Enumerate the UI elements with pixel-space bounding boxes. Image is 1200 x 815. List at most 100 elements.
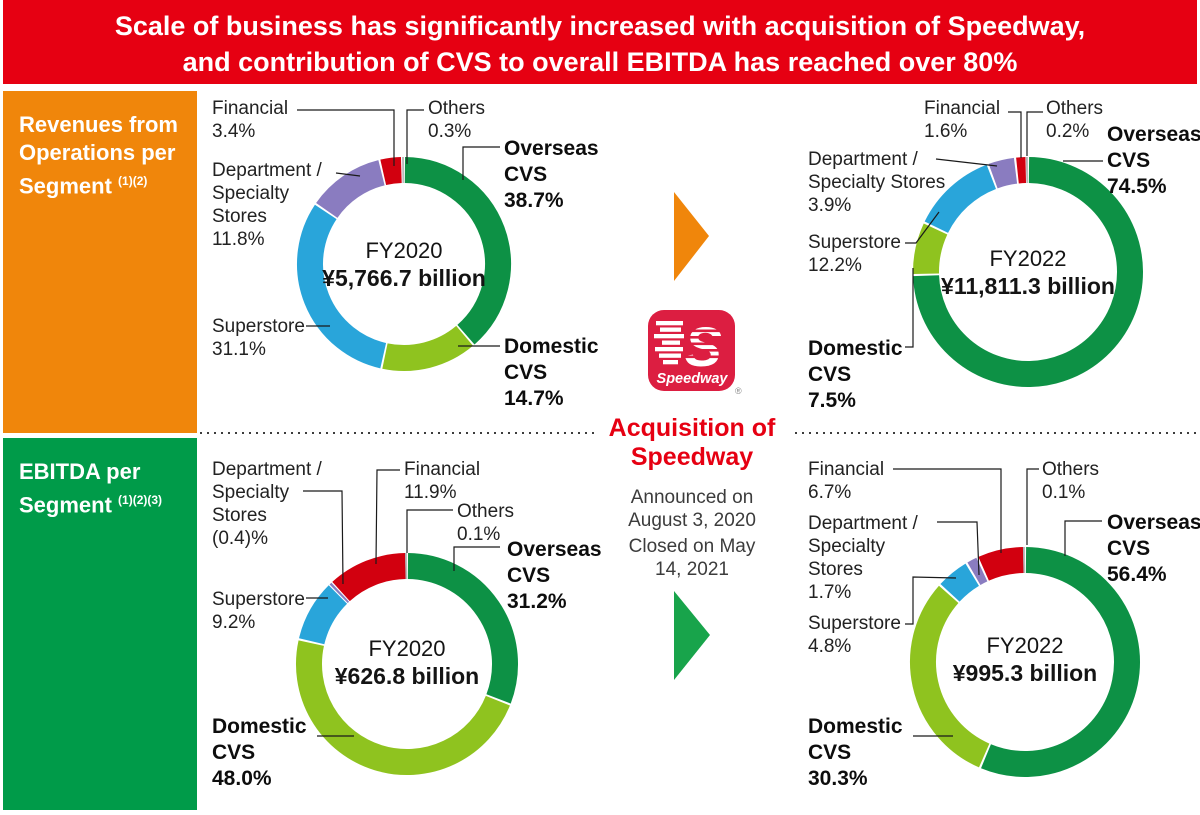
segment-label-overseas-cvs: Overseas CVS 31.2%: [507, 537, 602, 615]
leader-line-department-specialty-stores: [935, 158, 998, 167]
segment-label-line: (0.4)%: [212, 528, 268, 549]
leader-line-department-specialty-stores: [335, 172, 361, 177]
donut-segment-domestic-cvs: [296, 640, 510, 775]
segment-label-line: 0.3%: [428, 121, 472, 142]
segment-label-line: 56.4%: [1107, 563, 1167, 586]
segment-label-others: Others 0.1%: [457, 500, 514, 546]
donut-segment-domestic-cvs: [382, 325, 473, 371]
segment-label-line: Domestic: [504, 335, 599, 358]
segment-label-domestic-cvs: Domestic CVS 48.0%: [212, 714, 307, 792]
donut-segment-financial: [1016, 157, 1027, 184]
closed-line2: 14, 2021: [655, 559, 729, 580]
segment-label-line: Department /: [808, 149, 918, 170]
revenues-footnote-refs: (1)(2): [118, 174, 148, 188]
donut-chart-revenues-fy2020: [297, 109, 511, 371]
segment-label-overseas-cvs: Overseas CVS 74.5%: [1107, 122, 1200, 200]
leader-line-others: [406, 109, 424, 164]
segment-label-line: Financial: [924, 98, 1001, 119]
segment-label-line: 4.8%: [808, 636, 852, 657]
segment-label-line: 14.7%: [504, 387, 564, 410]
segment-label-line: 7.5%: [808, 389, 856, 412]
segment-label-line: Domestic: [212, 715, 307, 738]
donut-segment-overseas-cvs: [981, 547, 1140, 777]
segment-label-line: CVS: [504, 361, 548, 384]
speedway-logo: S Speedway: [648, 310, 735, 391]
leader-line-financial: [1008, 111, 1022, 158]
acquisition-title-line1: Acquisition of: [608, 414, 776, 442]
segment-label-line: CVS: [507, 564, 551, 587]
center-label-ebitda-fy2022: FY2022 ¥995.3 billion: [885, 633, 1165, 687]
speedway-speed-lines-icon: [654, 321, 684, 365]
donut-segment-overseas-cvs: [404, 157, 511, 345]
segment-label-line: 9.2%: [212, 612, 256, 633]
segment-label-line: Superstore: [808, 232, 901, 253]
leader-line-overseas-cvs: [1064, 520, 1102, 556]
donut-segment-department-specialty-stores: [988, 157, 1018, 189]
fy-label: FY2020: [365, 238, 443, 263]
segment-label-line: Department /: [212, 459, 322, 480]
segment-label-line: 38.7%: [504, 189, 564, 212]
donut-segment-domestic-cvs: [913, 223, 948, 274]
segment-label-financial: Financial 11.9%: [404, 458, 480, 504]
leader-line-department-specialty-stores: [303, 490, 344, 585]
speedway-logo-wordmark: Speedway: [657, 371, 729, 387]
segment-label-line: Stores: [808, 559, 863, 580]
segment-label-line: 11.9%: [404, 482, 457, 503]
donut-segment-superstore: [297, 204, 387, 369]
total-value: ¥11,811.3 billion: [941, 273, 1115, 299]
segment-label-line: Stores: [212, 206, 267, 227]
closed-note: Closed on May 14, 2021: [592, 535, 792, 581]
segment-label-line: Financial: [404, 459, 481, 480]
donut-segment-superstore: [299, 585, 348, 645]
speedway-logo-stripe-cuts: [668, 329, 726, 359]
segment-label-line: 31.1%: [212, 339, 266, 360]
donut-segment-overseas-cvs: [407, 553, 518, 704]
announced-note: Announced on August 3, 2020: [592, 486, 792, 532]
segment-label-overseas-cvs: Overseas CVS 38.7%: [504, 136, 599, 214]
segment-label-line: CVS: [1107, 537, 1151, 560]
segment-label-line: 11.8%: [212, 229, 265, 250]
center-label-revenues-fy2022: FY2022 ¥11,811.3 billion: [888, 246, 1168, 300]
donut-segment-superstore: [940, 563, 980, 602]
segment-label-line: CVS: [808, 363, 852, 386]
segment-label-line: Others: [428, 98, 486, 119]
fy-label: FY2022: [989, 246, 1067, 271]
segment-label-line: 1.6%: [924, 121, 968, 142]
segment-label-line: CVS: [504, 163, 548, 186]
segment-label-line: CVS: [212, 741, 256, 764]
segment-label-financial: Financial 3.4%: [212, 97, 288, 143]
segment-label-financial: Financial 6.7%: [808, 458, 884, 504]
acquisition-title: Acquisition of Speedway: [592, 414, 792, 472]
segment-label-line: 3.9%: [808, 195, 852, 216]
segment-label-line: 0.1%: [1042, 482, 1086, 503]
segment-label-line: Specialty: [212, 482, 290, 503]
segment-label-superstore: Superstore 9.2%: [212, 588, 305, 634]
segment-label-line: 0.2%: [1046, 121, 1090, 142]
donut-chart-ebitda-fy2022: [893, 468, 1140, 777]
segment-label-line: Specialty Stores: [808, 172, 946, 193]
segment-label-line: Specialty: [212, 183, 290, 204]
total-value: ¥5,766.7 billion: [322, 265, 486, 291]
header-line2: and contribution of CVS to overall EBITD…: [182, 47, 1018, 77]
segment-label-line: 6.7%: [808, 482, 852, 503]
segment-label-line: Domestic: [808, 715, 903, 738]
segment-label-superstore: Superstore 31.1%: [212, 315, 305, 361]
announced-line1: Announced on: [630, 487, 754, 508]
donut-segment-domestic-cvs: [910, 585, 990, 768]
segment-label-line: Superstore: [808, 613, 901, 634]
segment-label-line: Overseas: [1107, 511, 1200, 534]
segment-label-line: Overseas: [1107, 123, 1200, 146]
leader-line-superstore: [905, 211, 940, 244]
segment-label-superstore: Superstore 12.2%: [808, 231, 901, 277]
donut-chart-ebitda-fy2020: [296, 469, 518, 775]
segment-label-line: 12.2%: [808, 255, 862, 276]
segment-label-line: CVS: [808, 741, 852, 764]
segment-label-line: Domestic: [808, 337, 903, 360]
segment-label-line: 3.4%: [212, 121, 256, 142]
leader-line-overseas-cvs: [453, 546, 500, 571]
donut-segment-financial: [978, 547, 1025, 581]
donut-segment-superstore: [924, 164, 997, 234]
donut-segment-financial: [332, 553, 407, 602]
